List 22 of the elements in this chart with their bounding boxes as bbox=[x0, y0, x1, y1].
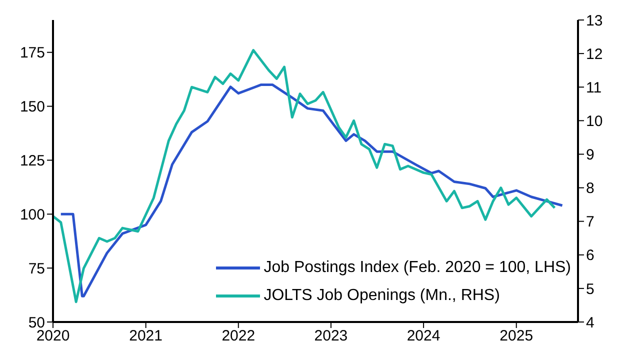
x-tick-label: 2021 bbox=[129, 328, 163, 345]
y-tick-label: 150 bbox=[20, 98, 45, 116]
y-tick-label: 75 bbox=[28, 260, 45, 278]
legend-label: JOLTS Job Openings (Mn., RHS) bbox=[264, 287, 500, 305]
y2-tick-label: 13 bbox=[586, 12, 603, 30]
x-tick-label: 2022 bbox=[222, 328, 256, 345]
y2-tick-label: 10 bbox=[586, 112, 603, 130]
y2-tick-label: 12 bbox=[586, 46, 603, 63]
y2-tick-label: 7 bbox=[586, 214, 594, 231]
y2-tick-label: 11 bbox=[586, 79, 602, 96]
legend-label: Job Postings Index (Feb. 2020 = 100, LHS) bbox=[264, 259, 571, 277]
y2-tick-label: 6 bbox=[586, 247, 594, 264]
x-tick-label: 2023 bbox=[314, 328, 348, 345]
y2-tick-label: 4 bbox=[586, 314, 594, 332]
y2-tick-label: 8 bbox=[586, 180, 594, 198]
x-tick-label: 2025 bbox=[500, 328, 534, 345]
y-tick-label: 175 bbox=[20, 44, 45, 62]
y-tick-label: 100 bbox=[20, 206, 45, 224]
y2-tick-label: 5 bbox=[586, 280, 594, 298]
y-tick-label: 125 bbox=[20, 152, 45, 170]
y2-tick-label: 9 bbox=[586, 146, 594, 164]
x-tick-label: 2024 bbox=[406, 328, 440, 345]
